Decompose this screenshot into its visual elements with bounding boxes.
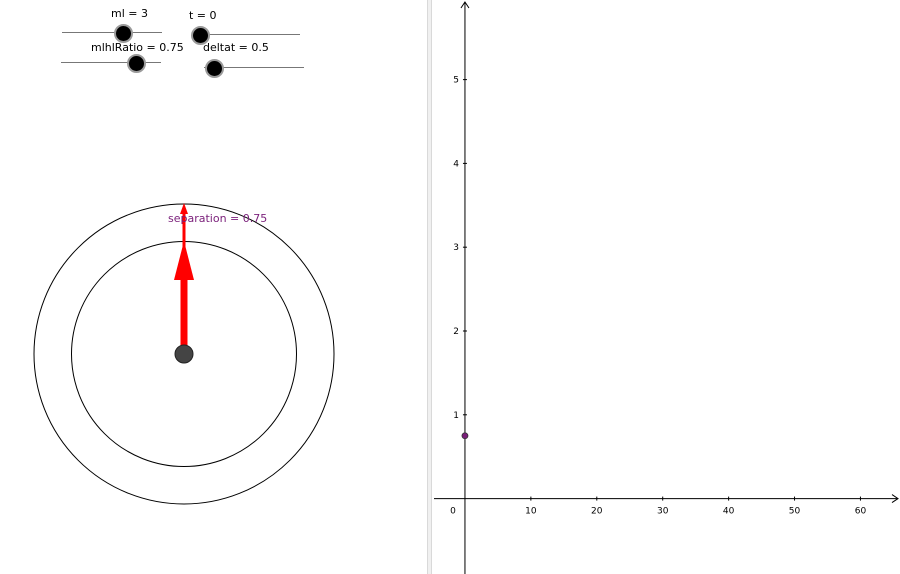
slider-ml-label: ml = 3 (111, 7, 148, 20)
slider-deltat-track[interactable] (204, 67, 304, 68)
slider-deltat-knob[interactable] (205, 59, 224, 78)
separation-label: separation = 0.75 (168, 212, 267, 225)
left-graphics-view[interactable]: separation = 0.75 (0, 0, 427, 574)
separation-arrow-thick-head (174, 241, 194, 280)
y-tick-label: 1 (453, 411, 459, 421)
slider-t-track[interactable] (200, 34, 300, 35)
x-tick-label: 30 (657, 507, 669, 517)
slider-t-knob[interactable] (191, 26, 210, 45)
center-point[interactable] (174, 344, 194, 364)
y-tick-label: 3 (453, 243, 459, 253)
panel-divider[interactable] (427, 0, 432, 574)
slider-mlhlratio-track[interactable] (61, 62, 161, 63)
data-point[interactable] (461, 432, 469, 440)
y-tick-label: 5 (453, 76, 459, 86)
x-tick-label: 0 (450, 507, 456, 517)
separation-arrow-thin-head (180, 203, 188, 214)
slider-ml-knob[interactable] (114, 24, 133, 43)
slider-mlhlratio-label: mlhlRatio = 0.75 (91, 41, 184, 54)
x-tick-label: 40 (723, 507, 735, 517)
slider-t-label: t = 0 (189, 9, 217, 22)
x-tick-label: 20 (591, 507, 603, 517)
y-tick-label: 2 (453, 327, 459, 337)
slider-mlhlratio-knob[interactable] (127, 54, 146, 73)
x-tick-label: 60 (855, 507, 867, 517)
x-tick-label: 50 (789, 507, 801, 517)
x-tick-label: 10 (525, 507, 537, 517)
y-axis-arrow (460, 1, 470, 9)
slider-deltat-label: deltat = 0.5 (203, 41, 269, 54)
right-graphics-view[interactable]: 0 10 20 30 40 50 60 1 2 3 4 5 (432, 0, 900, 574)
x-axis-arrow (891, 494, 899, 503)
slider-ml-track[interactable] (62, 32, 162, 33)
y-tick-label: 4 (453, 159, 459, 169)
